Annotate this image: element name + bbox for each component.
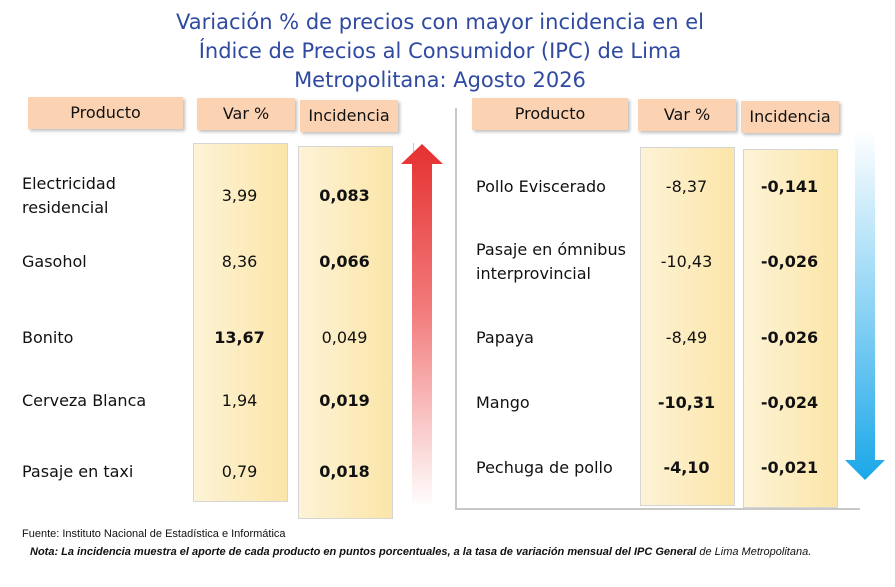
decrease-product-5: Pechuga de pollo <box>476 456 613 480</box>
var-column-right <box>640 147 735 506</box>
decrease-incidence-2: -0,026 <box>760 252 819 271</box>
increase-product-3: Bonito <box>22 326 73 350</box>
product-line: residencial <box>22 198 109 217</box>
increase-var-4: 1,94 <box>221 391 258 410</box>
product-line: Electricidad <box>22 174 116 193</box>
increase-incidence-4: 0,019 <box>319 391 370 410</box>
increase-product-1: Electricidad residencial <box>22 172 116 220</box>
increase-incidence-1: 0,083 <box>319 186 370 205</box>
title-line-1: Variación % de precios con mayor inciden… <box>176 10 704 34</box>
increase-var-3: 13,67 <box>214 328 265 347</box>
product-line: Papaya <box>476 328 534 347</box>
footnote-part-2: IPC General <box>633 546 697 558</box>
increase-var-2: 8,36 <box>221 252 258 271</box>
decrease-var-5: -4,10 <box>663 458 710 477</box>
decrease-var-1: -8,37 <box>665 177 708 196</box>
product-line: Pasaje en ómnibus <box>476 240 626 259</box>
decrease-incidence-1: -0,141 <box>760 177 819 196</box>
decrease-product-3: Papaya <box>476 326 534 350</box>
incidence-column-right <box>743 149 838 508</box>
bottom-divider <box>455 508 860 510</box>
decrease-product-1: Pollo Eviscerado <box>476 175 606 199</box>
decrease-var-2: -10,43 <box>660 252 713 271</box>
decrease-incidence-4: -0,024 <box>760 393 819 412</box>
header-incidence-left: Incidencia <box>300 100 398 132</box>
footnote: Nota: La incidencia muestra el aporte de… <box>30 546 811 558</box>
product-line: interprovincial <box>476 264 591 283</box>
increase-var-5: 0,79 <box>221 462 258 481</box>
chart-title: Variación % de precios con mayor inciden… <box>0 8 880 95</box>
increase-incidence-3: 0,049 <box>321 328 368 347</box>
title-line-2: Índice de Precios al Consumidor (IPC) de… <box>198 39 682 63</box>
product-line: Pasaje en taxi <box>22 462 134 481</box>
increase-product-2: Gasohol <box>22 250 87 274</box>
increase-incidence-5: 0,018 <box>319 462 370 481</box>
product-line: Pollo Eviscerado <box>476 177 606 196</box>
source-note: Fuente: Instituto Nacional de Estadístic… <box>22 528 286 540</box>
header-product-right: Producto <box>472 98 628 130</box>
product-line: Gasohol <box>22 252 87 271</box>
increase-incidence-2: 0,066 <box>319 252 370 271</box>
header-incidence-right: Incidencia <box>741 101 839 133</box>
decrease-product-4: Mango <box>476 391 530 415</box>
decrease-var-3: -8,49 <box>665 328 708 347</box>
decrease-incidence-5: -0,021 <box>760 458 819 477</box>
decrease-product-2: Pasaje en ómnibus interprovincial <box>476 238 626 286</box>
product-line: Mango <box>476 393 530 412</box>
increase-product-5: Pasaje en taxi <box>22 460 133 484</box>
increase-var-1: 3,99 <box>221 186 258 205</box>
header-var-left: Var % <box>197 98 295 130</box>
product-line: Pechuga de pollo <box>476 458 613 477</box>
decrease-var-4: -10,31 <box>657 393 716 412</box>
footnote-part-1: Nota: La incidencia muestra el aporte de… <box>30 546 634 558</box>
product-line: Bonito <box>22 328 74 347</box>
header-var-right: Var % <box>638 99 736 131</box>
footnote-part-3: de Lima Metropolitana. <box>696 546 812 558</box>
header-product-left: Producto <box>28 97 183 129</box>
product-line: Cerveza Blanca <box>22 391 147 410</box>
up-arrow-icon <box>401 144 443 508</box>
down-arrow-icon <box>845 130 885 480</box>
center-divider <box>455 108 457 508</box>
decrease-incidence-3: -0,026 <box>760 328 819 347</box>
title-line-3: Metropolitana: Agosto 2026 <box>294 68 586 92</box>
increase-product-4: Cerveza Blanca <box>22 389 146 413</box>
incidence-column-left <box>298 146 393 519</box>
var-column-left <box>193 143 288 502</box>
